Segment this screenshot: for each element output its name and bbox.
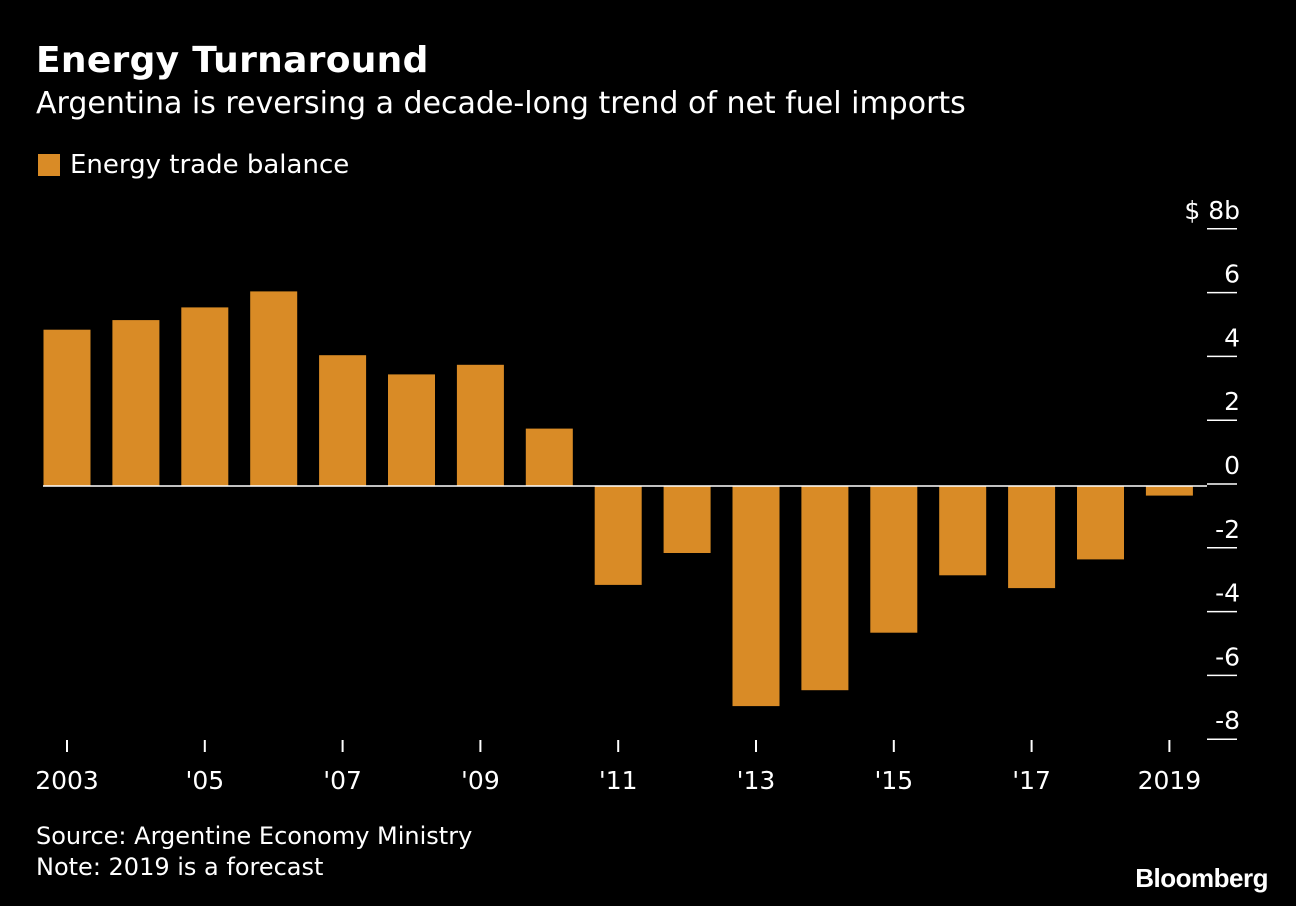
bar-2006 — [250, 291, 298, 486]
chart-subtitle: Argentina is reversing a decade-long tre… — [36, 86, 966, 121]
bar-2010 — [525, 428, 573, 486]
bar-2007 — [319, 355, 367, 486]
y-tick-label: $ 8b — [1184, 196, 1240, 225]
x-tick-label: 2003 — [35, 766, 99, 795]
forecast-note: Note: 2019 is a forecast — [36, 853, 324, 881]
bar-2017 — [1008, 486, 1056, 589]
x-tick-label: '09 — [461, 766, 500, 795]
legend-label: Energy trade balance — [70, 150, 350, 180]
y-tick-label: -4 — [1215, 579, 1240, 608]
bar-2015 — [870, 486, 918, 633]
bar-2018 — [1077, 486, 1124, 560]
bar-2003 — [43, 329, 91, 486]
bar-2012 — [663, 486, 711, 553]
bar-2009 — [456, 364, 504, 486]
bar-2008 — [388, 374, 435, 486]
y-tick-label: -8 — [1215, 706, 1240, 735]
y-tick-label: -6 — [1215, 642, 1240, 671]
y-tick-label: 2 — [1224, 387, 1240, 416]
x-tick-label: 2019 — [1138, 766, 1202, 795]
y-tick-label: 6 — [1224, 260, 1240, 289]
x-tick-label: '07 — [323, 766, 362, 795]
x-tick-label: '05 — [185, 766, 224, 795]
y-tick-label: -2 — [1215, 515, 1240, 544]
legend-swatch — [38, 154, 60, 176]
y-axis: -8 -6 -4 -2 0 2 4 6 $ 8b — [1184, 196, 1240, 740]
x-tick-label: '13 — [737, 766, 776, 795]
x-axis: 2003 '05 '07 '09 '11 '13 '15 '17 2019 — [35, 740, 1201, 795]
bloomberg-logo: Bloomberg — [1135, 863, 1268, 893]
x-tick-label: '17 — [1012, 766, 1051, 795]
bar-2013 — [732, 486, 780, 707]
bar-2014 — [801, 486, 849, 691]
bar-2005 — [181, 307, 229, 486]
bar-2004 — [112, 320, 160, 486]
bars-group — [43, 291, 1193, 707]
chart-title: Energy Turnaround — [36, 40, 429, 81]
source-note: Source: Argentine Economy Ministry — [36, 822, 473, 850]
y-tick-label: 0 — [1224, 451, 1240, 480]
bar-2016 — [939, 486, 987, 576]
y-tick-label: 4 — [1224, 323, 1240, 352]
bar-2019 — [1145, 486, 1193, 496]
x-tick-label: '15 — [874, 766, 913, 795]
legend: Energy trade balance — [38, 150, 349, 180]
x-tick-label: '11 — [599, 766, 638, 795]
bar-2011 — [594, 486, 642, 585]
